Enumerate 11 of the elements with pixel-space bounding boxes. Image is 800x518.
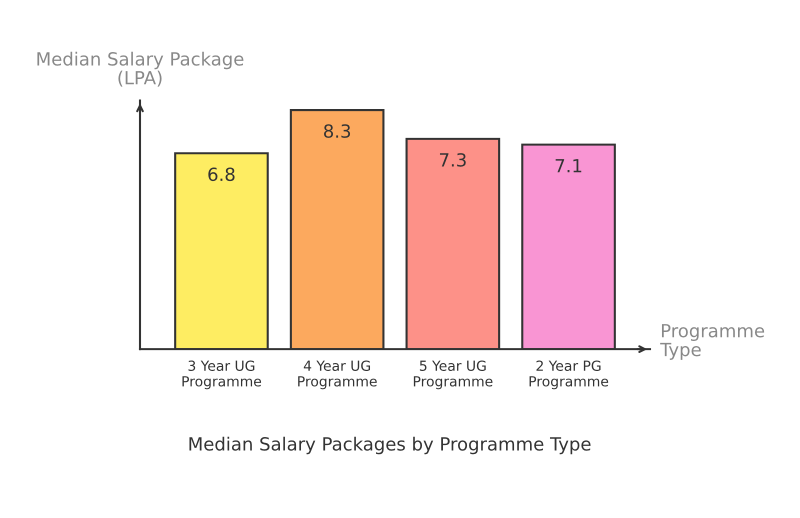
data-label: 8.3 <box>324 124 350 138</box>
x-tick-label: 2 Year PG Programme <box>530 360 608 390</box>
data-label: 7.1 <box>556 159 582 172</box>
y-axis-title: Median Salary Package (LPA) <box>37 52 244 87</box>
data-label: 6.8 <box>208 167 235 182</box>
x-tick-label: 3 Year UG Programme <box>182 360 262 390</box>
x-tick-label: 4 Year UG Programme <box>298 360 377 390</box>
x-tick-label: 5 Year UG Programme <box>414 360 492 390</box>
text: Median Salary Packages by Programme Type <box>189 436 591 454</box>
data-label: 7.3 <box>440 153 466 167</box>
x-axis-title: Programme Type <box>660 324 764 360</box>
